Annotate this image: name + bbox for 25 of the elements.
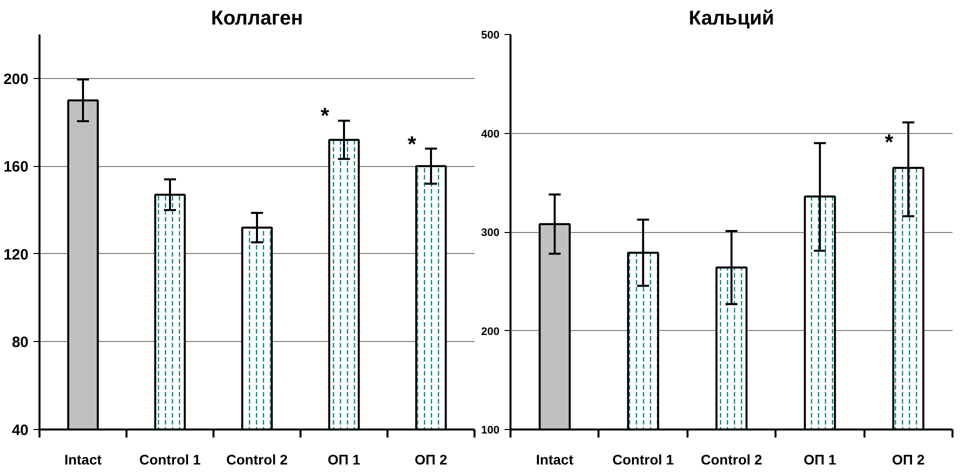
y-tick-label: 120 [3, 246, 29, 264]
y-tick-label: 80 [12, 334, 29, 352]
x-tick-label: Intact [536, 452, 574, 468]
y-tick-label: 100 [481, 424, 500, 436]
y-tick-label: 300 [481, 227, 500, 239]
x-tick-label: Control 2 [226, 452, 288, 468]
x-tick-label: Control 2 [700, 452, 762, 468]
y-tick-label: 40 [12, 422, 29, 439]
x-tick-label: ОП 1 [328, 452, 361, 468]
x-tick-label: Intact [64, 452, 102, 468]
chart-title: Коллаген [211, 8, 304, 30]
y-tick-label: 400 [481, 128, 500, 140]
y-tick-label: 200 [3, 70, 29, 88]
y-tick-label: 160 [3, 158, 29, 176]
x-tick-label: Control 1 [612, 452, 674, 468]
x-tick-label: Control 1 [139, 452, 201, 468]
chart-title: Кальций [688, 8, 774, 30]
y-tick-label: 200 [481, 326, 500, 338]
annotation: * [884, 130, 894, 155]
annotation: * [320, 103, 330, 128]
annotation: * [408, 132, 417, 157]
x-tick-label: ОП 2 [414, 452, 448, 468]
x-tick-label: ОП 2 [892, 452, 925, 468]
y-tick-label: 500 [481, 30, 500, 42]
x-tick-label: ОП 1 [804, 452, 836, 468]
